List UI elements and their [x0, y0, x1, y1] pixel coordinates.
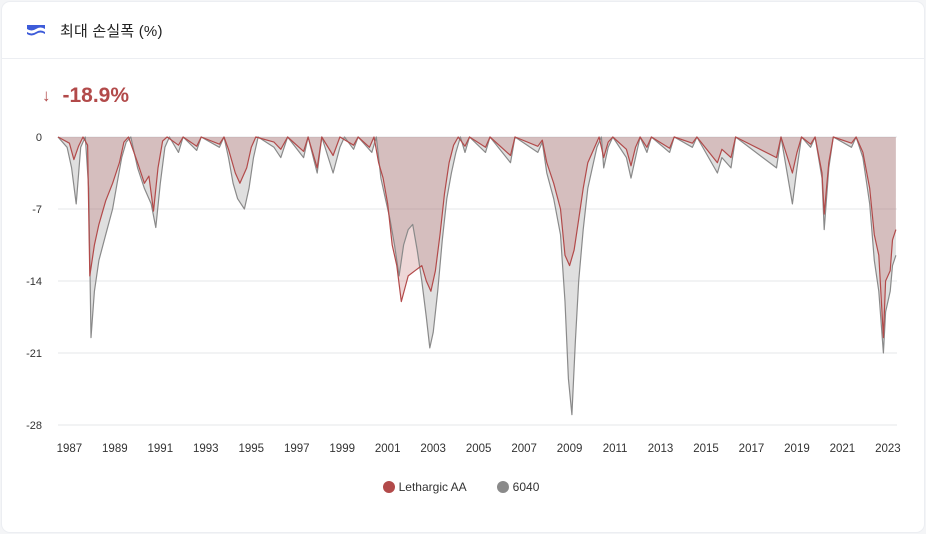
y-tick-label: -7: [32, 204, 42, 216]
card-header: 최대 손실폭 (%): [2, 2, 924, 59]
x-tick-label: 2019: [784, 443, 810, 455]
x-tick-label: 2023: [875, 443, 901, 455]
series-line-6040: [57, 136, 897, 416]
series-area-lethargic-aa: [58, 137, 896, 338]
y-tick-label: -28: [26, 420, 42, 432]
x-tick-label: 2003: [420, 443, 446, 455]
series-lines: [57, 136, 897, 416]
max-drawdown-value: -18.9%: [62, 84, 130, 107]
y-tick-label: -21: [26, 348, 42, 360]
legend-item[interactable]: 6040: [496, 480, 540, 494]
x-tick-label: 2009: [557, 443, 583, 455]
x-tick-label: 2015: [693, 443, 719, 455]
x-tick-label: 2011: [603, 443, 628, 455]
x-tick-label: 1997: [284, 443, 310, 455]
x-tick-label: 1995: [238, 443, 264, 455]
legend-swatch: [496, 481, 509, 493]
legend-label: 6040: [512, 480, 540, 494]
legend-label: Lethargic AA: [398, 480, 467, 494]
grid: [58, 136, 897, 426]
x-tick-label: 1991: [148, 443, 174, 455]
x-tick-label: 2005: [466, 443, 492, 455]
x-tick-label: 2017: [739, 443, 765, 455]
series-area-6040: [58, 137, 896, 415]
chart-legend: Lethargic AA 6040: [0, 480, 922, 494]
series-areas: [58, 137, 896, 415]
y-axis-ticks: 0 -7 -14 -21 -28: [26, 132, 42, 432]
legend-item[interactable]: Lethargic AA: [382, 480, 467, 494]
y-tick-label: 0: [36, 132, 42, 144]
card-title: 최대 손실폭 (%): [60, 22, 163, 40]
arrow-down-icon: ↓: [42, 86, 51, 105]
series-line-lethargic-aa: [57, 136, 897, 339]
x-tick-label: 1999: [329, 443, 355, 455]
x-tick-label: 1993: [193, 443, 219, 455]
y-tick-label: -14: [26, 276, 42, 288]
drawdown-waves-icon: [26, 22, 46, 38]
x-tick-label: 2021: [830, 443, 856, 455]
x-tick-label: 2001: [375, 443, 401, 455]
x-tick-label: 2013: [648, 443, 674, 455]
legend-swatch: [382, 481, 395, 493]
x-axis-ticks: 1987 1989 1991 1993 1995 1997 1999 2001 2003 2005…: [57, 443, 901, 455]
x-tick-label: 2007: [511, 443, 537, 455]
x-tick-label: 1989: [102, 443, 128, 455]
max-drawdown-stat: ↓ -18.9%: [42, 84, 129, 108]
x-tick-label: 1987: [57, 443, 83, 455]
